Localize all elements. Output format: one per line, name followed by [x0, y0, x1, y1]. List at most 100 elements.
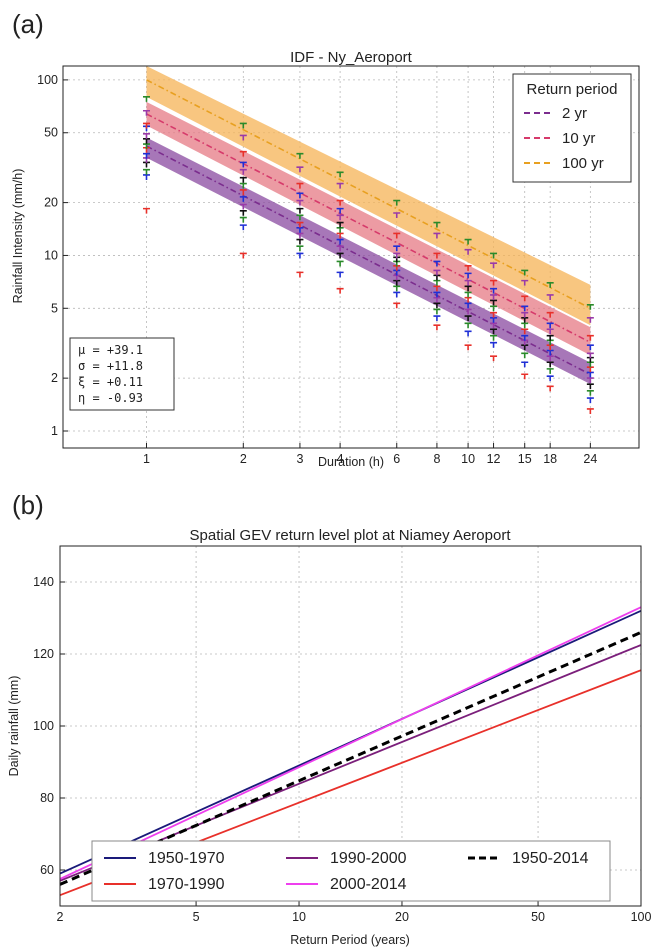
idf-observation-point	[521, 334, 529, 341]
idf-observation-point	[239, 182, 247, 189]
idf-observation-point	[239, 161, 247, 168]
idf-observation-point	[464, 302, 472, 309]
idf-return-level-lines	[146, 79, 591, 376]
idf-observation-point	[464, 308, 472, 315]
idf-observation-point	[393, 285, 401, 292]
idf-observation-point	[142, 109, 150, 116]
idf-observation-point	[239, 176, 247, 183]
idf-observation-point	[546, 282, 554, 288]
return-level-chart: Spatial GEV return level plot at Niamey …	[7, 527, 651, 947]
return-level-y-tick-label: 140	[33, 575, 54, 589]
idf-observation-point	[433, 260, 441, 267]
idf-legend: Return period 2 yr 10 yr 100 yr	[512, 73, 632, 183]
gev-parameter: η = -0.93	[78, 391, 143, 405]
idf-observation-point	[586, 397, 594, 404]
idf-observation-point	[336, 238, 344, 245]
idf-observations	[142, 96, 594, 414]
idf-observation-point	[336, 221, 344, 228]
idf-chart: IDF - Ny_Aeroport Duration (h) Rainfall …	[11, 49, 640, 469]
idf-observation-point	[586, 377, 594, 384]
return-level-x-axis-label: Return Period (years)	[290, 933, 410, 947]
idf-observation-point	[586, 334, 594, 341]
idf-legend-entry: 10 yr	[562, 130, 595, 147]
panel-a-label: (a)	[12, 9, 44, 39]
idf-observation-point	[464, 265, 472, 271]
idf-observation-point	[296, 166, 304, 173]
idf-observation-point	[521, 269, 529, 276]
return-level-plot-frame	[59, 545, 642, 907]
idf-observation-point	[490, 322, 498, 329]
idf-y-tick-label: 50	[44, 126, 58, 140]
idf-observation-point	[393, 252, 401, 259]
idf-observation-point	[464, 238, 472, 245]
return-level-x-tick-label: 10	[292, 910, 306, 924]
idf-line-100-yr	[146, 79, 591, 309]
idf-observation-point	[586, 352, 594, 359]
idf-observation-point	[490, 305, 498, 312]
idf-band-10-yr	[146, 101, 591, 356]
return-level-chart-title: Spatial GEV return level plot at Niamey …	[190, 527, 512, 544]
idf-observation-point	[336, 207, 344, 214]
idf-observation-point	[586, 303, 594, 310]
idf-observation-point	[546, 294, 554, 300]
return-level-line-2000-2014	[59, 606, 642, 880]
idf-observation-point	[393, 199, 401, 206]
idf-observation-point	[521, 295, 529, 302]
idf-observation-point	[296, 226, 304, 233]
idf-observation-point	[490, 328, 498, 335]
idf-legend-entry: 100 yr	[562, 155, 604, 172]
idf-observation-point	[433, 274, 441, 281]
idf-observation-point	[142, 152, 150, 159]
return-level-y-axis-label: Daily rainfall (mm)	[7, 676, 21, 777]
idf-observation-point	[336, 226, 344, 233]
idf-observation-point	[296, 152, 304, 159]
idf-observation-point	[239, 252, 247, 259]
idf-observation-point	[546, 355, 554, 362]
idf-observation-point	[521, 305, 529, 312]
idf-observation-point	[433, 269, 441, 276]
idf-observation-point	[239, 134, 247, 141]
idf-observation-point	[239, 150, 247, 157]
idf-observation-point	[296, 252, 304, 259]
idf-observation-point	[336, 252, 344, 259]
idf-legend-entry: 2 yr	[562, 105, 587, 122]
idf-observation-point	[521, 279, 529, 286]
idf-observation-point	[586, 344, 594, 351]
idf-observation-point	[336, 214, 344, 221]
idf-observation-point	[490, 316, 498, 323]
return-level-y-tick-label: 80	[40, 791, 54, 805]
idf-y-tick-label: 100	[37, 73, 58, 87]
idf-observation-point	[142, 168, 150, 175]
idf-plot-frame	[62, 65, 640, 449]
idf-observation-point	[586, 390, 594, 396]
idf-observation-point	[546, 334, 554, 341]
return-level-legend: 1950-1970 1970-1990 1990-2000 2000-2014 1950…	[91, 840, 611, 902]
idf-observation-point	[433, 285, 441, 292]
return-level-x-tick-label: 100	[631, 910, 652, 924]
idf-observation-point	[393, 279, 401, 286]
idf-observation-point	[336, 182, 344, 189]
idf-y-tick-label: 10	[44, 248, 58, 262]
idf-observation-point	[239, 168, 247, 175]
idf-x-axis-label: Duration (h)	[318, 455, 384, 469]
idf-observation-point	[239, 196, 247, 202]
return-level-x-tick-label: 20	[395, 910, 409, 924]
idf-x-tick-label: 10	[461, 452, 475, 466]
idf-observation-point	[490, 334, 498, 341]
idf-observation-point	[433, 324, 441, 331]
idf-observation-point	[433, 232, 441, 239]
idf-observation-point	[433, 296, 441, 303]
idf-observation-point	[433, 252, 441, 259]
return-level-x-tick-label: 2	[57, 910, 64, 924]
idf-observation-point	[464, 279, 472, 286]
idf-observation-point	[433, 221, 441, 228]
idf-x-tick-label: 15	[518, 452, 532, 466]
idf-observation-point	[464, 330, 472, 337]
return-level-y-tick-label: 60	[40, 863, 54, 877]
idf-y-tick-label: 1	[51, 424, 58, 438]
idf-band-2-yr	[146, 137, 591, 385]
idf-observation-point	[296, 271, 304, 278]
idf-observation-point	[393, 212, 401, 218]
